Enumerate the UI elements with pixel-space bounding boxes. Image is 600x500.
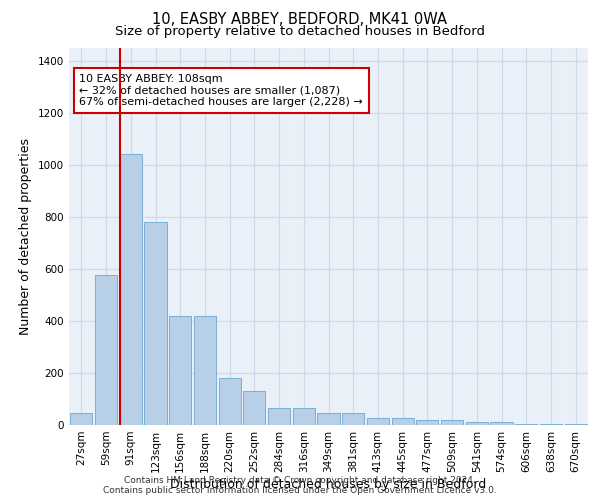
Text: 10, EASBY ABBEY, BEDFORD, MK41 0WA: 10, EASBY ABBEY, BEDFORD, MK41 0WA (152, 12, 448, 28)
Bar (218, 378, 241, 425)
Bar (342, 414, 364, 425)
Bar (119, 154, 142, 425)
Bar (441, 420, 463, 425)
Text: Contains HM Land Registry data © Crown copyright and database right 2024.: Contains HM Land Registry data © Crown c… (124, 476, 476, 485)
Bar (540, 424, 562, 425)
Bar (268, 408, 290, 425)
Text: 10 EASBY ABBEY: 108sqm
← 32% of detached houses are smaller (1,087)
67% of semi-: 10 EASBY ABBEY: 108sqm ← 32% of detached… (79, 74, 363, 107)
Bar (466, 422, 488, 425)
Bar (416, 420, 439, 425)
Bar (317, 414, 340, 425)
Bar (70, 414, 92, 425)
Bar (565, 424, 587, 425)
Bar (392, 418, 414, 425)
Bar (145, 222, 167, 425)
Bar (293, 408, 315, 425)
Bar (243, 391, 265, 425)
X-axis label: Distribution of detached houses by size in Bedford: Distribution of detached houses by size … (170, 478, 487, 490)
Bar (95, 276, 117, 425)
Bar (367, 418, 389, 425)
Bar (169, 316, 191, 425)
Bar (490, 422, 512, 425)
Text: Contains public sector information licensed under the Open Government Licence v3: Contains public sector information licen… (103, 486, 497, 495)
Bar (515, 424, 538, 425)
Bar (194, 316, 216, 425)
Y-axis label: Number of detached properties: Number of detached properties (19, 138, 32, 335)
Text: Size of property relative to detached houses in Bedford: Size of property relative to detached ho… (115, 25, 485, 38)
